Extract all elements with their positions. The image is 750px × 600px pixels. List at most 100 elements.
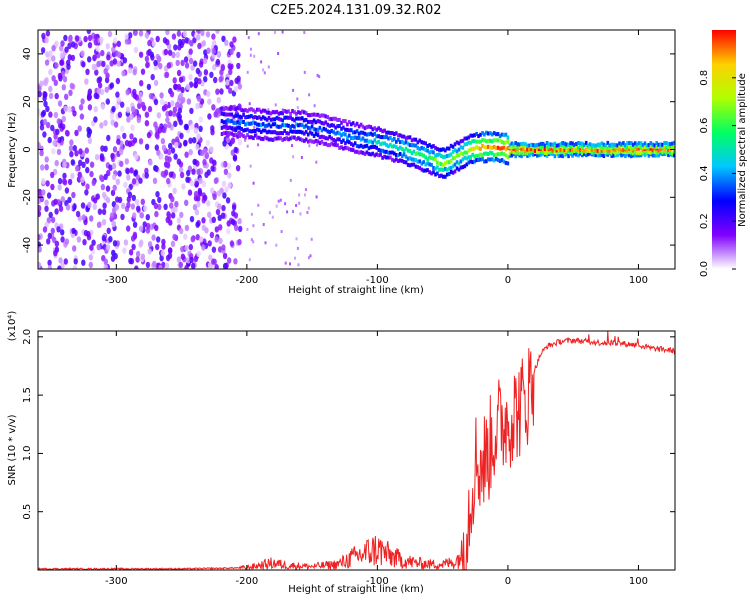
noise-cell [215,88,220,95]
noise-cell [168,171,174,178]
noise-cell [160,137,166,145]
ridge-cell [565,142,568,147]
ridge-cell [449,152,453,157]
ridge-cell [336,130,339,135]
noise-cell [96,87,102,95]
ridge-cell [271,122,275,127]
ridge-cell [459,165,463,170]
noise-cell [88,254,94,261]
ridge-cell [357,135,361,140]
noise-cell [296,246,299,250]
ridge-cell [377,134,380,139]
ridge-cell [359,137,363,142]
ridge-cell [673,140,675,145]
noise-cell [62,161,67,169]
ridge-cell [639,153,643,158]
noise-cell [220,63,225,71]
ridge-cell [326,122,330,127]
ridge-cell [555,150,559,155]
noise-cell [197,187,202,195]
ridge-cell [581,145,584,150]
ridge-cell [236,106,239,111]
noise-cell [85,157,90,164]
ridge-cell [222,112,226,117]
noise-cell [213,111,218,118]
ridge-cell [647,143,651,148]
ridge-cell [228,119,232,124]
ridge-cell [651,148,655,153]
noise-cell [203,194,208,201]
ridge-cell [338,131,341,136]
ridge-cell [373,153,377,158]
ridge-cell [610,148,613,153]
ridge-cell [371,127,375,132]
ridge-cell [577,141,580,145]
noise-cell [130,105,136,113]
ridge-cell [328,134,331,139]
ridge-cell [569,147,572,152]
noise-cell [216,190,222,197]
ridge-cell [428,150,431,155]
noise-cell [158,62,163,70]
ridge-cell [359,122,363,127]
ridge-cell [261,128,265,133]
ridge-cell [320,134,324,139]
ridge-cell [569,141,572,146]
ridge-cell [389,150,392,155]
noise-cell [192,60,198,67]
noise-cell [42,118,48,126]
ridge-cell [395,157,398,162]
ridge-cell [346,127,349,132]
noise-cell [247,36,250,40]
ridge-cell [398,152,402,156]
ridge-cell [530,151,533,156]
ridge-cell [228,125,232,130]
noise-cell [41,178,46,185]
ridge-cell [496,152,500,157]
noise-cell [112,146,118,153]
noise-cell [84,147,90,154]
ridge-cell [447,172,451,176]
x-tick-label: 0 [505,576,511,587]
ridge-cell [306,119,310,124]
noise-cell [215,58,221,66]
ridge-cell [383,149,386,154]
ridge-cell [567,154,570,159]
ridge-cell [551,151,555,156]
noise-cell [130,203,136,210]
ridge-cell [238,125,241,130]
ridge-cell [442,162,445,167]
ridge-cell [620,153,623,158]
noise-cell [64,187,70,194]
ridge-cell [404,154,408,159]
noise-cell [81,259,86,266]
ridge-cell [522,147,525,151]
noise-cell [139,239,144,246]
ridge-cell [344,119,347,124]
noise-cell [53,79,58,87]
ridge-cell [357,124,361,129]
ridge-cell [444,166,447,171]
ridge-cell [336,137,339,142]
ridge-cell [353,141,357,146]
noise-cell [133,30,138,36]
ridge-cell [530,147,533,152]
ridge-cell [649,141,653,146]
ridge-cell [230,119,234,124]
ridge-cell [584,153,588,158]
ridge-cell [391,144,394,149]
ridge-cell [563,145,566,149]
ridge-cell [318,119,322,124]
noise-cell [43,100,48,108]
ridge-cell [473,159,476,164]
noise-cell [201,244,206,251]
ridge-cell [340,140,343,144]
noise-cell [198,116,203,123]
ridge-cell [232,127,236,132]
noise-cell [303,31,306,34]
noise-cell [214,264,219,269]
ridge-cell [271,110,275,115]
ridge-cell [308,113,312,118]
ridge-cell [434,145,437,150]
noise-cell [80,202,86,209]
